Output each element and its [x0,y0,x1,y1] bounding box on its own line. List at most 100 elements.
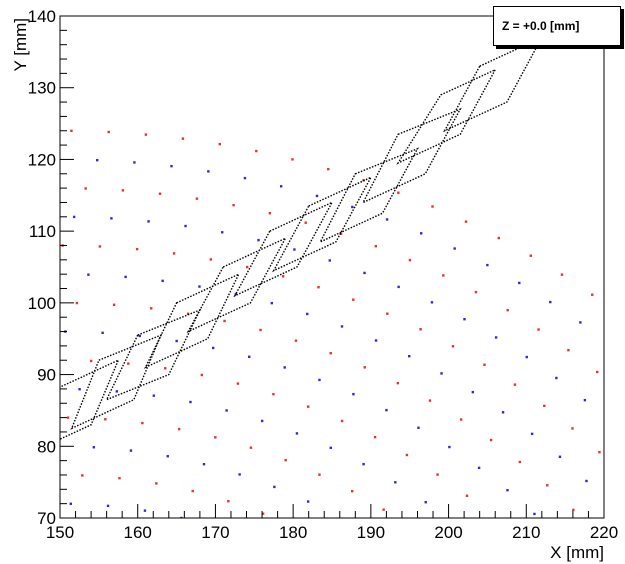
data-point [294,339,298,342]
x-tick-label: 210 [512,523,540,542]
data-point [317,286,320,289]
data-point [214,436,217,439]
data-point [92,446,96,449]
module-outline [272,175,373,273]
data-point [147,220,150,223]
data-point [394,481,397,484]
x-tick-label: 150 [46,523,74,542]
module-outline [70,333,163,430]
data-point [223,319,226,323]
x-tick-label: 160 [124,523,152,542]
data-point [329,446,332,450]
data-point [133,161,136,164]
data-point [138,334,141,338]
data-point [234,292,238,296]
data-point [78,388,81,391]
data-point [198,285,201,288]
data-point [525,355,528,359]
data-point [546,484,549,487]
data-point [164,367,167,370]
data-point [306,405,310,408]
data-point [506,308,509,312]
data-point [396,381,400,385]
data-point [283,366,286,369]
data-point [211,346,215,350]
data-point [166,455,169,458]
data-point [430,301,434,304]
module-outline [443,35,544,133]
data-point [98,245,102,248]
data-point [257,238,260,242]
data-point [571,427,574,430]
data-point [518,281,521,285]
y-tick-label: 70 [37,509,56,528]
data-point [513,383,517,386]
data-point [101,331,104,334]
data-point [221,231,224,234]
data-point [397,285,400,289]
data-point [191,489,194,493]
data-point [529,254,533,257]
data-point [141,421,144,425]
data-point [248,355,251,358]
data-point [549,300,552,304]
data-point [471,390,475,394]
data-point [386,312,389,315]
data-point [385,218,389,221]
data-point [424,501,427,504]
data-point [75,301,79,305]
data-point [558,455,562,458]
data-point [374,339,378,342]
data-point [363,366,366,369]
data-point [340,419,344,423]
data-point [158,192,162,195]
data-point [442,274,445,277]
data-point [397,191,400,194]
data-point [70,129,73,133]
module-outline [186,236,288,334]
data-point [284,458,287,462]
data-point [363,271,366,275]
data-point [155,482,158,485]
data-point [177,427,181,431]
data-point [202,462,206,466]
x-axis-title: X [mm] [550,543,604,562]
data-point [318,473,321,476]
data-point [121,189,125,192]
data-point [596,370,599,374]
data-point [281,275,285,278]
data-point [585,479,588,483]
data-point [497,236,500,240]
data-point [238,473,241,476]
data-point [405,453,409,457]
data-point [291,158,294,161]
z-position-label: Z = +0.0 [mm] [502,19,580,33]
data-point [89,359,93,363]
data-point [530,432,534,436]
data-point [293,248,296,251]
y-tick-label: 110 [29,222,56,241]
data-point [448,445,451,449]
plot-frame [59,15,605,519]
data-point [340,325,344,328]
module-outline [144,272,241,369]
data-point [351,205,354,209]
data-point [227,499,230,503]
data-point [486,263,489,267]
data-point [459,418,463,421]
y-tick-label: 130 [28,79,56,98]
module-outlines [60,35,544,440]
module-outline [105,308,202,402]
data-point [579,321,582,324]
data-point [474,290,478,294]
data-point [129,449,133,452]
data-point [144,133,148,136]
data-point [463,317,466,321]
x-tick-label: 180 [279,523,307,542]
data-point [66,416,70,419]
data-point [249,446,253,449]
data-point [181,137,185,140]
data-point [87,273,90,276]
data-point [306,500,310,503]
data-point [170,164,173,168]
